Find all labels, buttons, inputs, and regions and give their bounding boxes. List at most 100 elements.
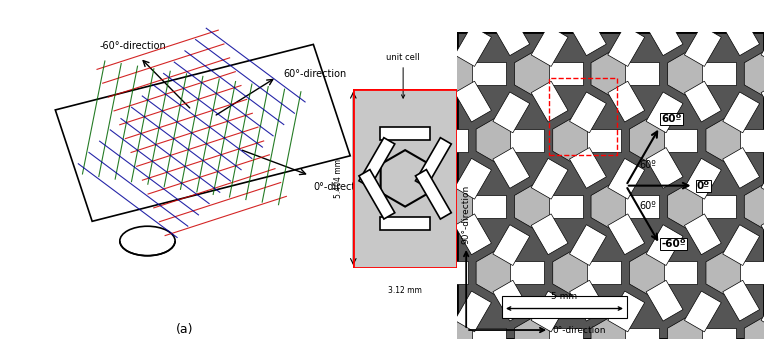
Polygon shape bbox=[455, 81, 492, 122]
Polygon shape bbox=[761, 158, 768, 199]
Polygon shape bbox=[570, 92, 607, 133]
Polygon shape bbox=[684, 214, 721, 255]
Polygon shape bbox=[587, 261, 621, 284]
Polygon shape bbox=[684, 291, 721, 332]
Polygon shape bbox=[684, 158, 721, 199]
Polygon shape bbox=[607, 347, 644, 364]
Polygon shape bbox=[684, 81, 721, 122]
Polygon shape bbox=[434, 261, 468, 284]
Polygon shape bbox=[607, 25, 644, 67]
Polygon shape bbox=[531, 81, 568, 122]
Polygon shape bbox=[434, 128, 468, 152]
Polygon shape bbox=[646, 92, 683, 133]
Polygon shape bbox=[570, 225, 607, 265]
Polygon shape bbox=[706, 118, 744, 162]
Text: 60º: 60º bbox=[661, 114, 682, 124]
Polygon shape bbox=[723, 92, 760, 133]
Polygon shape bbox=[740, 128, 768, 152]
Polygon shape bbox=[353, 242, 370, 268]
Polygon shape bbox=[744, 317, 768, 361]
FancyBboxPatch shape bbox=[502, 296, 627, 318]
Polygon shape bbox=[353, 88, 370, 115]
Polygon shape bbox=[646, 15, 683, 56]
Polygon shape bbox=[416, 225, 453, 265]
Polygon shape bbox=[667, 52, 706, 96]
Polygon shape bbox=[702, 195, 736, 218]
Polygon shape bbox=[472, 195, 506, 218]
Text: 0°-direction: 0°-direction bbox=[313, 182, 370, 192]
Polygon shape bbox=[511, 0, 545, 19]
Polygon shape bbox=[664, 128, 697, 152]
Polygon shape bbox=[493, 280, 530, 321]
Polygon shape bbox=[380, 217, 430, 230]
Text: (a): (a) bbox=[176, 323, 193, 336]
Polygon shape bbox=[629, 118, 667, 162]
Polygon shape bbox=[55, 44, 350, 221]
Polygon shape bbox=[761, 291, 768, 332]
Polygon shape bbox=[438, 185, 476, 229]
Polygon shape bbox=[723, 15, 760, 56]
Polygon shape bbox=[399, 251, 438, 295]
Polygon shape bbox=[591, 52, 629, 96]
Polygon shape bbox=[515, 185, 553, 229]
Polygon shape bbox=[416, 280, 453, 321]
Polygon shape bbox=[359, 170, 395, 219]
Polygon shape bbox=[531, 158, 568, 199]
Polygon shape bbox=[587, 0, 621, 19]
Text: 5.404 mm: 5.404 mm bbox=[334, 159, 343, 198]
Polygon shape bbox=[625, 195, 659, 218]
Polygon shape bbox=[664, 0, 697, 19]
Polygon shape bbox=[515, 317, 553, 361]
Polygon shape bbox=[476, 0, 515, 29]
Polygon shape bbox=[472, 62, 506, 85]
Polygon shape bbox=[629, 251, 667, 295]
Text: 0°-direction: 0°-direction bbox=[552, 325, 606, 335]
Polygon shape bbox=[607, 81, 644, 122]
Polygon shape bbox=[723, 280, 760, 321]
Text: 90°-direction: 90°-direction bbox=[462, 185, 471, 244]
Polygon shape bbox=[744, 185, 768, 229]
Polygon shape bbox=[438, 317, 476, 361]
Polygon shape bbox=[570, 15, 607, 56]
Polygon shape bbox=[723, 225, 760, 265]
Polygon shape bbox=[380, 127, 430, 140]
Polygon shape bbox=[667, 185, 706, 229]
Polygon shape bbox=[493, 225, 530, 265]
Text: 60º: 60º bbox=[639, 160, 656, 170]
Polygon shape bbox=[455, 214, 492, 255]
Polygon shape bbox=[684, 347, 721, 364]
Polygon shape bbox=[476, 251, 515, 295]
Polygon shape bbox=[515, 52, 553, 96]
Polygon shape bbox=[553, 118, 591, 162]
Polygon shape bbox=[531, 291, 568, 332]
Polygon shape bbox=[744, 52, 768, 96]
Polygon shape bbox=[549, 195, 583, 218]
Polygon shape bbox=[416, 92, 453, 133]
Polygon shape bbox=[706, 251, 744, 295]
Polygon shape bbox=[646, 280, 683, 321]
Polygon shape bbox=[646, 147, 683, 188]
Polygon shape bbox=[553, 251, 591, 295]
Polygon shape bbox=[761, 347, 768, 364]
Polygon shape bbox=[607, 291, 644, 332]
Polygon shape bbox=[591, 317, 629, 361]
Text: 60º: 60º bbox=[639, 201, 656, 211]
Polygon shape bbox=[455, 291, 492, 332]
Polygon shape bbox=[455, 25, 492, 67]
Polygon shape bbox=[476, 118, 515, 162]
Text: 0º: 0º bbox=[697, 181, 710, 191]
Polygon shape bbox=[706, 0, 744, 29]
Polygon shape bbox=[549, 328, 583, 351]
Polygon shape bbox=[607, 158, 644, 199]
Polygon shape bbox=[761, 25, 768, 67]
Polygon shape bbox=[761, 81, 768, 122]
Text: unit cell: unit cell bbox=[386, 53, 420, 98]
Polygon shape bbox=[440, 88, 457, 115]
Polygon shape bbox=[740, 0, 768, 19]
Polygon shape bbox=[359, 138, 395, 187]
Text: 3.12 mm: 3.12 mm bbox=[388, 286, 422, 296]
Text: -60°-direction: -60°-direction bbox=[99, 41, 166, 51]
Polygon shape bbox=[511, 261, 545, 284]
Polygon shape bbox=[415, 170, 452, 219]
Polygon shape bbox=[570, 147, 607, 188]
